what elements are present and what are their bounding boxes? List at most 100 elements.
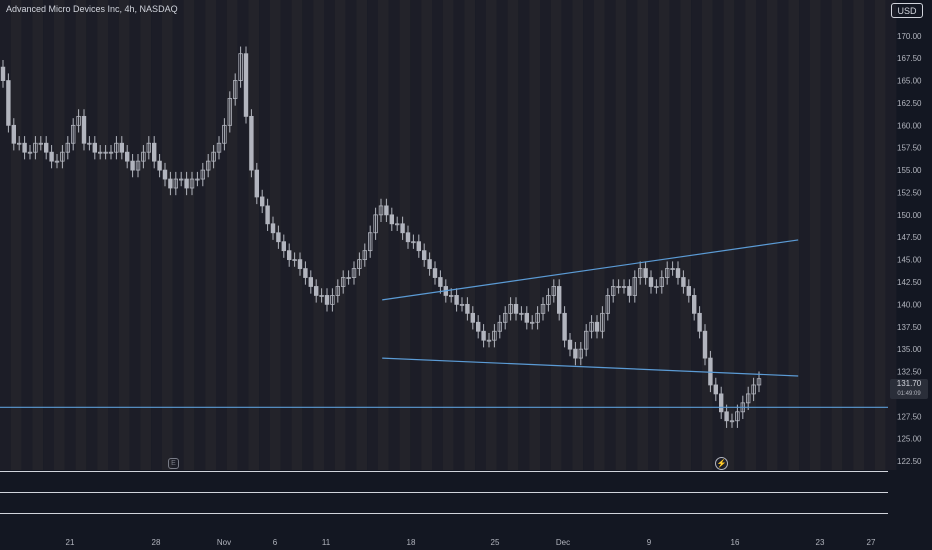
session-band bbox=[237, 0, 249, 470]
pane-separator[interactable] bbox=[0, 513, 888, 514]
candle-body bbox=[665, 268, 670, 278]
candle-body bbox=[502, 312, 508, 323]
session-band bbox=[777, 0, 789, 470]
candle-body bbox=[346, 277, 351, 279]
session-band bbox=[324, 0, 335, 470]
y-tick-label: 127.50 bbox=[897, 412, 922, 421]
candle-body bbox=[411, 241, 416, 244]
candle-body bbox=[540, 303, 546, 314]
session-band bbox=[356, 0, 368, 470]
session-band bbox=[496, 0, 508, 470]
candle-body bbox=[470, 312, 475, 323]
candle-body bbox=[535, 312, 540, 323]
session-band bbox=[734, 0, 746, 470]
candle-body bbox=[594, 321, 600, 332]
candle-body bbox=[546, 295, 551, 305]
candle-body bbox=[627, 286, 632, 296]
candle-body bbox=[756, 378, 762, 386]
session-band bbox=[183, 0, 195, 470]
session-band bbox=[799, 0, 810, 470]
candle-body bbox=[643, 268, 648, 278]
candle-body bbox=[357, 259, 362, 269]
session-band bbox=[140, 0, 152, 470]
candle-body bbox=[130, 160, 135, 171]
session-band bbox=[378, 0, 389, 470]
candle-body bbox=[735, 411, 740, 422]
session-band bbox=[583, 0, 594, 470]
candle-body bbox=[573, 348, 578, 359]
candle-body bbox=[551, 286, 556, 296]
currency-button[interactable]: USD bbox=[891, 3, 923, 18]
candle-body bbox=[232, 80, 238, 99]
session-band bbox=[874, 0, 886, 470]
candle-body bbox=[729, 420, 735, 423]
x-tick-label: Dec bbox=[556, 538, 570, 547]
candle-body bbox=[454, 295, 459, 305]
candle-body bbox=[276, 232, 281, 243]
candle-body bbox=[697, 312, 702, 332]
session-band bbox=[691, 0, 702, 470]
session-band bbox=[518, 0, 530, 470]
session-band bbox=[561, 0, 573, 470]
candle-body bbox=[16, 142, 22, 145]
candle-body bbox=[71, 124, 76, 144]
session-band bbox=[820, 0, 832, 470]
candle-body bbox=[11, 124, 16, 144]
session-band bbox=[486, 0, 497, 470]
session-band bbox=[885, 0, 897, 470]
candle-body bbox=[38, 142, 43, 145]
e-icon[interactable]: E bbox=[168, 458, 179, 469]
session-band bbox=[864, 0, 875, 470]
candle-body bbox=[33, 142, 38, 153]
pane-separator[interactable] bbox=[0, 492, 888, 493]
candle-body bbox=[605, 295, 610, 314]
candle-body bbox=[157, 160, 162, 171]
candle-body bbox=[103, 151, 108, 154]
candle-body bbox=[530, 321, 535, 324]
candle-body bbox=[519, 312, 524, 315]
session-band bbox=[529, 0, 540, 470]
candle-body bbox=[324, 295, 330, 305]
candle-body bbox=[0, 66, 6, 81]
candle-body bbox=[475, 321, 481, 332]
last-price-label: 131.70 01:49:09 bbox=[890, 379, 928, 399]
candle-body bbox=[44, 142, 49, 153]
candle-body bbox=[303, 268, 308, 278]
candle-body bbox=[524, 312, 529, 323]
y-tick-label: 122.50 bbox=[897, 457, 922, 466]
session-band bbox=[604, 0, 616, 470]
candle-body bbox=[600, 312, 605, 332]
session-band bbox=[766, 0, 778, 470]
candle-body bbox=[60, 151, 65, 162]
candle-body bbox=[378, 205, 384, 216]
x-tick-label: 18 bbox=[407, 538, 416, 547]
candle-body bbox=[670, 268, 675, 270]
candle-body bbox=[632, 277, 637, 296]
candle-body bbox=[492, 330, 497, 341]
x-tick-label: 21 bbox=[66, 538, 75, 547]
candle-body bbox=[405, 232, 411, 243]
session-band bbox=[302, 0, 314, 470]
lightning-icon[interactable]: ⚡ bbox=[715, 457, 728, 470]
session-band bbox=[572, 0, 584, 470]
candle-body bbox=[330, 295, 335, 305]
candle-body bbox=[438, 277, 443, 287]
x-tick-label: 23 bbox=[816, 538, 825, 547]
candle-body bbox=[238, 53, 243, 81]
candle-body bbox=[270, 223, 276, 234]
candle-body bbox=[578, 348, 583, 359]
candle-body bbox=[249, 115, 254, 171]
session-band bbox=[421, 0, 432, 470]
session-band bbox=[194, 0, 206, 470]
x-tick-label: Nov bbox=[217, 538, 231, 547]
pane-separator[interactable] bbox=[0, 471, 888, 472]
session-band bbox=[745, 0, 756, 470]
y-tick-label: 125.00 bbox=[897, 435, 922, 444]
candle-body bbox=[151, 142, 157, 162]
candle-body bbox=[168, 178, 173, 189]
candle-body bbox=[686, 286, 691, 296]
candle-body bbox=[319, 295, 324, 297]
candle-body bbox=[286, 250, 292, 261]
candle-body bbox=[205, 160, 211, 171]
